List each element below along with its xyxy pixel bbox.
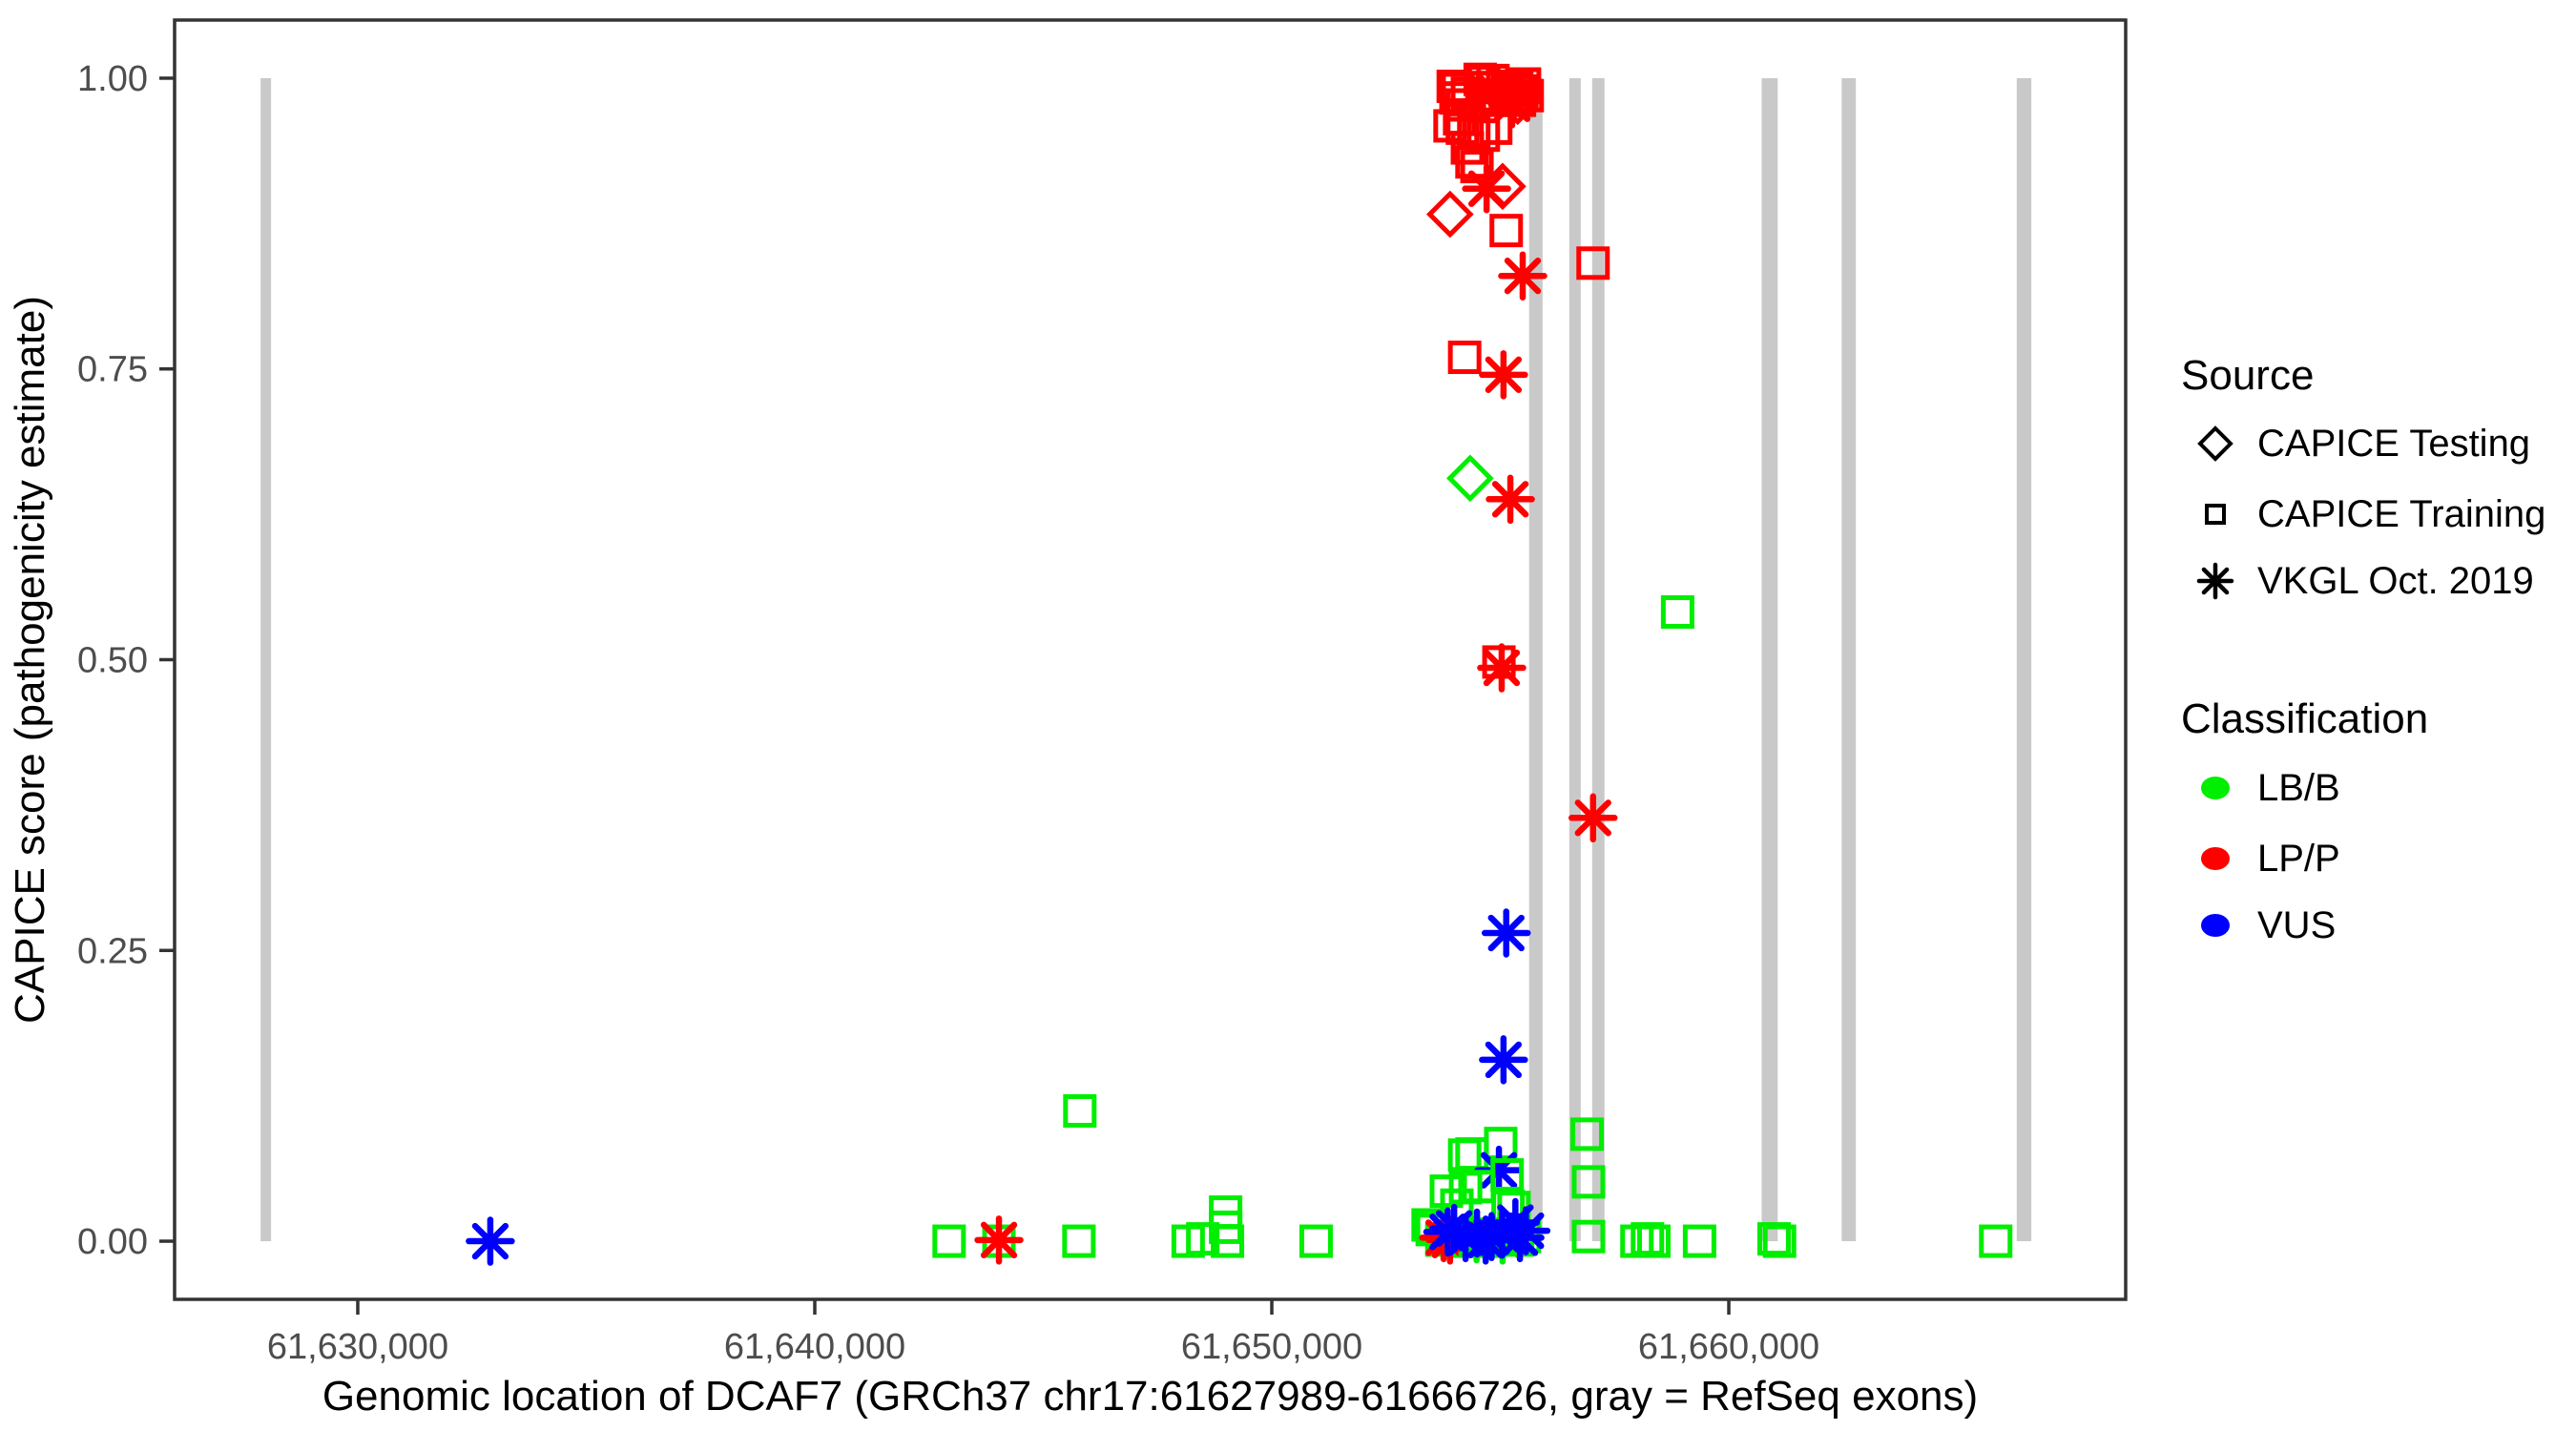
legend-source-item-label: CAPICE Training xyxy=(2257,493,2545,535)
data-point-square xyxy=(1660,595,1694,630)
y-tick-label: 0.75 xyxy=(77,350,148,390)
x-tick-label: 61,660,000 xyxy=(1638,1327,1819,1367)
y-tick-label: 0.25 xyxy=(77,931,148,971)
data-point-asterisk xyxy=(1487,79,1537,129)
data-point-asterisk xyxy=(1568,793,1618,843)
data-point-square xyxy=(1762,1224,1797,1258)
legend-key-dot-icon xyxy=(2201,847,2230,870)
x-axis-title: Genomic location of DCAF7 (GRCh37 chr17:… xyxy=(322,1373,1978,1420)
data-point-square xyxy=(1571,1219,1606,1254)
y-axis-title: CAPICE score (pathogenicity estimate) xyxy=(7,296,53,1024)
data-point-square xyxy=(1445,111,1480,145)
data-point-square xyxy=(1576,246,1610,280)
data-point-asterisk xyxy=(1462,164,1511,214)
x-tick-label: 61,630,000 xyxy=(267,1327,448,1367)
data-point-asterisk xyxy=(1477,643,1527,693)
data-point-square xyxy=(1489,214,1524,248)
data-point-asterisk xyxy=(1474,1145,1524,1195)
data-point-asterisk xyxy=(1485,474,1535,525)
data-point-asterisk xyxy=(1479,1035,1528,1085)
legend-key-diamond-icon xyxy=(2197,425,2233,462)
data-point-asterisk xyxy=(1479,350,1528,400)
y-tick-label: 1.00 xyxy=(77,59,148,99)
x-tick-label: 61,640,000 xyxy=(724,1327,905,1367)
refseq-exon-bar xyxy=(1591,77,1605,1242)
legend-key-asterisk-icon xyxy=(2196,562,2234,600)
data-point-asterisk xyxy=(974,1215,1024,1265)
data-point-square xyxy=(1447,1138,1482,1172)
data-point-diamond xyxy=(1425,190,1474,238)
data-point-square xyxy=(1062,1224,1096,1258)
data-point-square xyxy=(1462,1170,1496,1204)
refseq-exon-bar xyxy=(1761,77,1778,1242)
legend-key-dot-icon xyxy=(2201,777,2230,799)
refseq-exon-bar xyxy=(1841,77,1857,1242)
legend-classification-item-label: LB/B xyxy=(2257,767,2340,809)
legend-source-item-label: CAPICE Testing xyxy=(2257,423,2530,465)
y-tick-label: 0.50 xyxy=(77,641,148,681)
legend-classification-title: Classification xyxy=(2181,695,2428,742)
data-point-asterisk xyxy=(1498,251,1548,301)
data-point-square xyxy=(1298,1224,1333,1258)
data-point-square xyxy=(1570,1117,1605,1151)
data-point-asterisk xyxy=(1482,908,1531,958)
legend-source-item-label: VKGL Oct. 2019 xyxy=(2257,560,2534,602)
data-point-square xyxy=(932,1224,966,1258)
data-point-square xyxy=(1447,341,1482,375)
legend-key-dot-icon xyxy=(2201,914,2230,937)
data-point-square xyxy=(1979,1224,2013,1258)
plot-panel-border xyxy=(173,18,2128,1301)
data-point-square xyxy=(1636,1224,1671,1258)
data-point-square xyxy=(1682,1224,1716,1258)
data-point-diamond xyxy=(1446,454,1494,503)
refseq-exon-bar xyxy=(2016,77,2032,1242)
data-point-square xyxy=(1211,1224,1245,1258)
data-point-square xyxy=(1186,1222,1220,1256)
x-tick-label: 61,650,000 xyxy=(1181,1327,1362,1367)
data-point-asterisk xyxy=(1469,66,1519,116)
refseq-exon-bar xyxy=(1568,77,1581,1242)
y-tick-label: 0.00 xyxy=(77,1222,148,1262)
refseq-exon-bar xyxy=(1528,77,1543,1242)
refseq-exon-bar xyxy=(260,77,272,1242)
legend-classification-item-label: VUS xyxy=(2257,904,2336,946)
data-point-asterisk xyxy=(466,1216,515,1266)
data-point-square xyxy=(1571,1165,1606,1199)
data-point-square xyxy=(1063,1094,1097,1129)
legend-key-square-icon xyxy=(2205,504,2226,525)
data-point-asterisk xyxy=(1501,1206,1551,1255)
legend-classification-item-label: LP/P xyxy=(2257,838,2340,880)
legend-source-title: Source xyxy=(2181,352,2314,399)
